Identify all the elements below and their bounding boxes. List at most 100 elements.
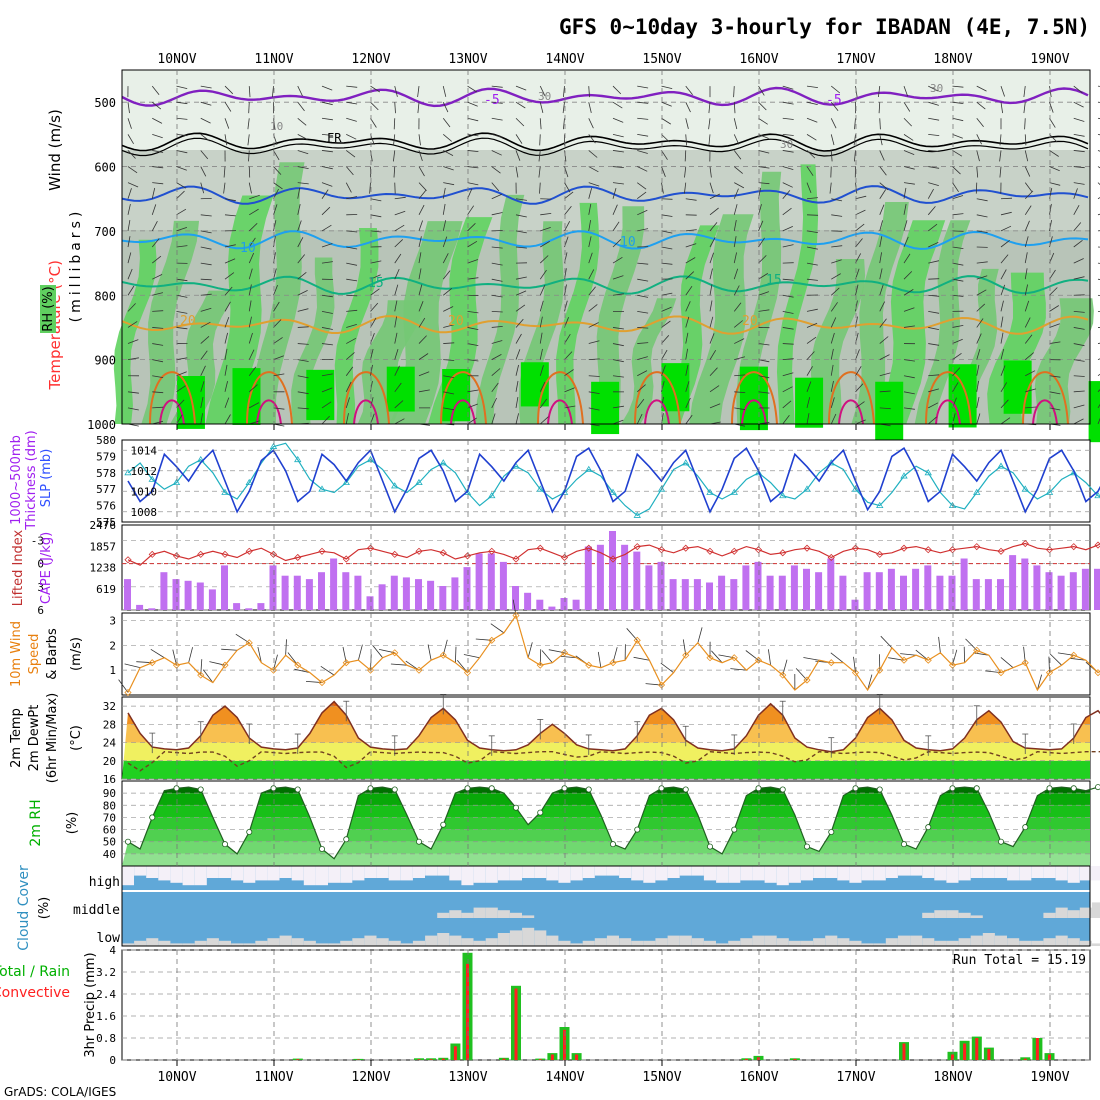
cloud-high-bar — [146, 866, 159, 878]
temp2m-tick-label: 24 — [103, 737, 117, 750]
wind-barb — [176, 371, 187, 377]
wind-barb — [247, 134, 250, 146]
wind-barb — [418, 189, 427, 199]
wind-barb — [394, 268, 400, 280]
li-marker — [342, 555, 350, 563]
wind-barb — [855, 419, 866, 425]
li-marker — [366, 544, 375, 552]
rh2m-marker — [610, 841, 617, 848]
wind-barb — [321, 310, 333, 314]
wind-barb — [345, 352, 355, 360]
cloud-low-bar — [1031, 940, 1044, 946]
cloud-high-bar — [352, 866, 365, 881]
contour-label: 10 — [270, 120, 283, 133]
wind-barb — [176, 414, 183, 425]
wind-barb — [321, 150, 333, 153]
thickness-marker — [124, 469, 132, 476]
wind-barb — [176, 310, 188, 314]
cloud-unit: (%) — [37, 897, 52, 920]
precip-conv-bar — [453, 1046, 457, 1061]
wind10-marker — [1094, 669, 1100, 677]
rh2m-marker — [173, 785, 180, 792]
rh2m-band — [122, 853, 1090, 866]
cloud-low-bar — [509, 930, 522, 946]
wind-barb — [539, 316, 543, 328]
wind10-barb — [188, 647, 193, 663]
cloud-low-bar — [825, 935, 838, 946]
wind-barb — [151, 187, 156, 199]
surface-contour — [925, 371, 972, 425]
wind-barb — [467, 101, 478, 107]
wind-barb — [1024, 150, 1029, 162]
wind-barb — [491, 326, 503, 328]
wind-barb — [200, 246, 212, 250]
temperature-contour — [121, 132, 1089, 152]
cloud-low-bar — [485, 938, 498, 946]
cloud-high-bar — [170, 866, 183, 883]
wind-barb — [1049, 269, 1056, 280]
date-label-bottom: 18NOV — [933, 1070, 972, 1085]
rh-blob — [428, 217, 493, 424]
rh2m-marker — [1070, 785, 1077, 792]
wind-barb — [491, 340, 503, 344]
wind-barb — [515, 150, 521, 161]
wind-barb — [394, 210, 406, 216]
wind-barb — [612, 101, 623, 109]
cloud-high-bar — [910, 866, 923, 876]
rh2m-unit: (%) — [65, 812, 80, 835]
wind-barb — [248, 366, 257, 376]
li-marker — [463, 552, 472, 560]
wind-barb — [976, 198, 988, 202]
cloud-high-bar — [982, 866, 995, 878]
temp2m-tick-label: 28 — [103, 718, 116, 731]
cloud-high-bar — [340, 866, 353, 883]
wind-barb — [346, 262, 358, 266]
wind-barb — [637, 262, 649, 265]
cape-bar — [609, 531, 616, 610]
wind-barb — [539, 182, 541, 194]
wind-barb — [903, 182, 915, 185]
slp-label: SLP (mb) — [39, 449, 54, 508]
wind-barb — [467, 359, 479, 362]
rh2m-marker — [1095, 784, 1100, 791]
wind-barb — [758, 133, 769, 139]
wind-barb — [1024, 190, 1034, 200]
rh2m-marker — [367, 785, 374, 792]
wind-barb — [709, 333, 715, 344]
wind-barb — [491, 262, 503, 266]
cloud-high-bar — [400, 866, 413, 881]
cloud-low-bar — [461, 938, 474, 946]
cloud-high-bar — [134, 866, 147, 876]
wind10-marker — [148, 659, 156, 667]
wind-barb — [782, 226, 793, 232]
wind-barb — [976, 380, 979, 392]
cloud-low-bar — [279, 935, 292, 946]
rh-blob — [475, 194, 525, 424]
li-marker — [779, 549, 787, 557]
li-marker — [391, 550, 399, 558]
wind-barb — [127, 188, 132, 199]
wind-barb — [1000, 254, 1009, 264]
cape-bar — [754, 561, 762, 610]
wind-barb — [418, 268, 422, 280]
wind-barb — [1024, 352, 1034, 360]
wind-barb — [758, 359, 770, 363]
thickness-marker — [245, 478, 253, 486]
wind10-series — [127, 614, 1100, 693]
temp2m-tick-labels: 16 20 24 28 32 — [103, 700, 117, 786]
wind10-marker — [585, 661, 593, 669]
cloud-middle-bar — [958, 912, 971, 918]
rh-blob — [851, 201, 909, 424]
wind-barb — [1024, 182, 1033, 192]
thickness-marker — [900, 472, 908, 479]
wind-barb — [806, 278, 818, 281]
wind-barb — [393, 150, 396, 162]
wind-barb — [782, 150, 794, 153]
cloud-low-bar — [800, 940, 813, 946]
wind-barb — [273, 407, 285, 410]
wind-barb — [1024, 300, 1030, 312]
wind-barb — [708, 102, 711, 114]
wind-barb — [709, 193, 721, 200]
wind-barb — [539, 102, 544, 113]
rh2m-marker — [561, 785, 568, 792]
